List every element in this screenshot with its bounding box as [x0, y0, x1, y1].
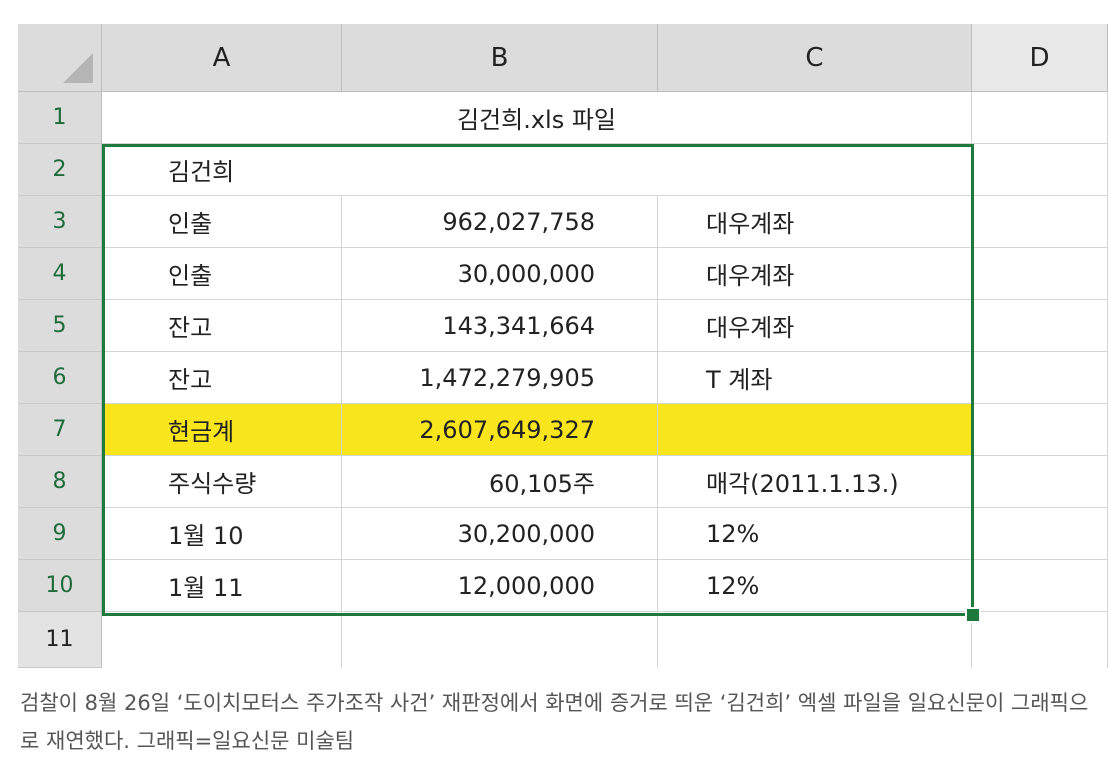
- row-header-9[interactable]: 9: [18, 508, 102, 560]
- row-header-1[interactable]: 1: [18, 92, 102, 144]
- cell-a8[interactable]: 주식수량: [102, 456, 342, 508]
- column-header-d[interactable]: D: [972, 24, 1108, 92]
- cell-d9[interactable]: [972, 508, 1108, 560]
- spreadsheet-grid: A B C D 1 2 3 4 5 6 7 8 9 10 11 김건희.xls …: [18, 24, 1108, 668]
- cell-c6[interactable]: T 계좌: [658, 352, 972, 404]
- cell-d4[interactable]: [972, 248, 1108, 300]
- row-header-2[interactable]: 2: [18, 144, 102, 196]
- row-header-11[interactable]: 11: [18, 612, 102, 668]
- cell-b8[interactable]: 60,105주: [342, 456, 658, 508]
- cell-a5[interactable]: 잔고: [102, 300, 342, 352]
- cell-c4[interactable]: 대우계좌: [658, 248, 972, 300]
- cell-a11[interactable]: [102, 612, 342, 668]
- select-all-corner[interactable]: [18, 24, 102, 92]
- cell-d10[interactable]: [972, 560, 1108, 612]
- row-header-5[interactable]: 5: [18, 300, 102, 352]
- cell-d2[interactable]: [972, 144, 1108, 196]
- cell-b9[interactable]: 30,200,000: [342, 508, 658, 560]
- select-all-triangle-icon: [63, 53, 93, 83]
- cell-d5[interactable]: [972, 300, 1108, 352]
- row-header-10[interactable]: 10: [18, 560, 102, 612]
- cell-d8[interactable]: [972, 456, 1108, 508]
- cell-b10[interactable]: 12,000,000: [342, 560, 658, 612]
- column-header-a[interactable]: A: [102, 24, 342, 92]
- row-header-3[interactable]: 3: [18, 196, 102, 248]
- column-header-c[interactable]: C: [658, 24, 972, 92]
- cell-b6[interactable]: 1,472,279,905: [342, 352, 658, 404]
- cell-c7-highlighted[interactable]: [658, 404, 972, 456]
- row-header-6[interactable]: 6: [18, 352, 102, 404]
- cell-a10[interactable]: 1월 11: [102, 560, 342, 612]
- cell-b2[interactable]: [342, 144, 658, 196]
- cell-a3[interactable]: 인출: [102, 196, 342, 248]
- fill-handle[interactable]: [965, 607, 981, 623]
- row-header-7[interactable]: 7: [18, 404, 102, 456]
- row-header-4[interactable]: 4: [18, 248, 102, 300]
- cell-b11[interactable]: [342, 612, 658, 668]
- cell-c5[interactable]: 대우계좌: [658, 300, 972, 352]
- column-header-b[interactable]: B: [342, 24, 658, 92]
- cell-c11[interactable]: [658, 612, 972, 668]
- cell-d7[interactable]: [972, 404, 1108, 456]
- cell-b5[interactable]: 143,341,664: [342, 300, 658, 352]
- cell-a7-highlighted[interactable]: 현금계: [102, 404, 342, 456]
- row-header-8[interactable]: 8: [18, 456, 102, 508]
- cell-d11[interactable]: [972, 612, 1108, 668]
- cell-c8[interactable]: 매각(2011.1.13.): [658, 456, 972, 508]
- cell-c2[interactable]: [658, 144, 972, 196]
- cell-a6[interactable]: 잔고: [102, 352, 342, 404]
- cell-c9[interactable]: 12%: [658, 508, 972, 560]
- image-caption: 검찰이 8월 26일 ‘도이치모터스 주가조작 사건’ 재판정에서 화면에 증거…: [20, 691, 1089, 753]
- cell-a2[interactable]: 김건희: [102, 144, 342, 196]
- cell-a4[interactable]: 인출: [102, 248, 342, 300]
- cell-c10[interactable]: 12%: [658, 560, 972, 612]
- cell-c3[interactable]: 대우계좌: [658, 196, 972, 248]
- spreadsheet-view: A B C D 1 2 3 4 5 6 7 8 9 10 11 김건희.xls …: [18, 24, 1108, 668]
- cell-b3[interactable]: 962,027,758: [342, 196, 658, 248]
- cell-a1-merged-title[interactable]: 김건희.xls 파일: [102, 92, 972, 144]
- cell-b7-highlighted[interactable]: 2,607,649,327: [342, 404, 658, 456]
- cell-d6[interactable]: [972, 352, 1108, 404]
- cell-d3[interactable]: [972, 196, 1108, 248]
- cell-a9[interactable]: 1월 10: [102, 508, 342, 560]
- cell-b4[interactable]: 30,000,000: [342, 248, 658, 300]
- cell-d1[interactable]: [972, 92, 1108, 144]
